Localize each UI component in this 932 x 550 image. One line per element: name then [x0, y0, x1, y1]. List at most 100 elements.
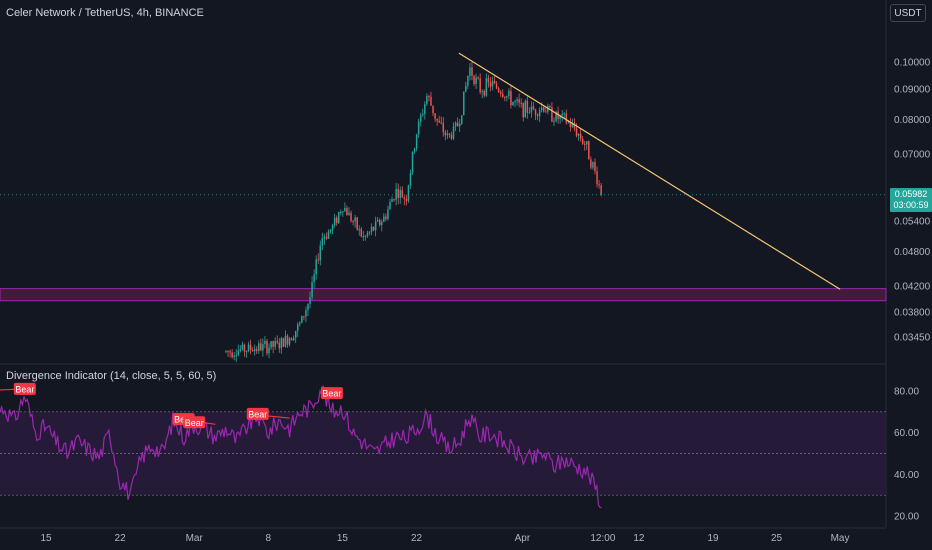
candle-body [504, 96, 506, 98]
candle-body [249, 344, 252, 350]
candle-body [335, 217, 338, 223]
bear-label: Bear [246, 407, 269, 420]
candle-body [253, 348, 256, 352]
candle-body [319, 245, 322, 261]
candle-body [237, 350, 240, 356]
time-tick-label: Mar [186, 533, 204, 544]
candle-body [438, 120, 440, 123]
candle-body [331, 225, 334, 230]
candle-body [266, 340, 268, 354]
candle-body [284, 335, 287, 347]
candle-body [311, 282, 313, 298]
candle-body [385, 216, 387, 220]
candle-body [559, 115, 561, 119]
bear-label-text: Bear [322, 389, 341, 399]
candle-body [491, 80, 494, 87]
candle-body [506, 95, 508, 98]
price-tick-label: 0.05400 [894, 217, 931, 228]
candle-body [348, 212, 350, 216]
support-zone-rect[interactable] [0, 288, 887, 302]
candle-body [403, 197, 406, 200]
candle-body [356, 217, 358, 230]
candle-body [288, 338, 291, 345]
price-tick-label: 0.07000 [894, 150, 931, 161]
candle-body [426, 95, 428, 105]
last-price-tag: 0.05982 03:00:59 [890, 188, 932, 212]
bear-label: Bear [320, 387, 343, 400]
currency-button[interactable]: USDT [890, 4, 926, 22]
candle-body [301, 316, 303, 323]
candle-body [516, 99, 518, 102]
candle-body [364, 235, 367, 237]
indicator-tick-label: 20.00 [894, 512, 919, 523]
candle-body [575, 128, 578, 136]
candle-body [225, 350, 227, 352]
candle-body [342, 211, 344, 213]
candle-body [354, 217, 356, 222]
candle-body [395, 188, 397, 200]
candle-body [586, 141, 588, 145]
trendline[interactable] [0, 52, 886, 290]
candle-body [313, 274, 315, 283]
candle-body [565, 113, 568, 123]
candle-body [549, 105, 551, 108]
candle-body [262, 344, 264, 351]
candle-body [446, 133, 449, 136]
axes: 0.10000 0.09000 0.08000 0.07000 0.05400 0.048… [40, 58, 930, 545]
price-tick-label: 0.03450 [894, 333, 931, 344]
candle-body [588, 141, 590, 160]
candle-body [411, 151, 414, 173]
time-tick-label: 22 [411, 533, 423, 544]
candle-body [370, 226, 373, 232]
candle-body [260, 343, 262, 351]
candle-body [508, 90, 510, 96]
candle-body [524, 100, 527, 118]
indicator-tick-label: 60.00 [894, 428, 919, 439]
time-tick-label: 8 [266, 533, 272, 544]
candle-body [241, 344, 244, 350]
candle-body [264, 340, 266, 345]
candle-body [532, 106, 535, 110]
candle-body [296, 324, 299, 331]
candle-body [374, 221, 377, 231]
candle-body [391, 199, 393, 203]
price-tick-label: 0.10000 [894, 58, 931, 69]
time-tick-label: Apr [515, 533, 531, 544]
candle-body [415, 134, 418, 149]
candle-body [270, 341, 272, 348]
candle-body [229, 351, 231, 353]
price-tick-label: 0.04800 [894, 247, 931, 258]
candle-body [499, 91, 502, 94]
candle-body [567, 121, 570, 123]
candle-body [592, 162, 594, 168]
candle-body [563, 113, 565, 115]
candle-body [471, 67, 473, 76]
price-tick-label: 0.09000 [894, 85, 931, 96]
candle-body [428, 95, 430, 97]
candle-body [362, 236, 365, 238]
time-tick-label: 25 [771, 533, 783, 544]
candle-body [463, 91, 465, 116]
bear-label-text: Bear [15, 384, 34, 394]
bear-label: Bear [183, 416, 206, 429]
candle-body [600, 185, 602, 195]
resistance-trendline[interactable] [458, 52, 841, 290]
candle-body [305, 310, 307, 317]
candle-body [424, 104, 426, 114]
candle-body [469, 67, 471, 76]
candle-body [280, 338, 283, 349]
candle-body [274, 341, 276, 347]
candle-body [247, 344, 250, 351]
candle-body [422, 113, 424, 116]
candle-body [561, 114, 563, 116]
bear-label-text: Bear [185, 418, 204, 428]
candle-body [497, 88, 500, 92]
candle-body [317, 259, 319, 261]
candle-body [315, 259, 317, 275]
candle-body [534, 109, 537, 115]
candle-body [245, 350, 248, 352]
price-tick-label: 0.04200 [894, 282, 931, 293]
candle-body [512, 101, 514, 106]
candle-body [397, 188, 399, 198]
